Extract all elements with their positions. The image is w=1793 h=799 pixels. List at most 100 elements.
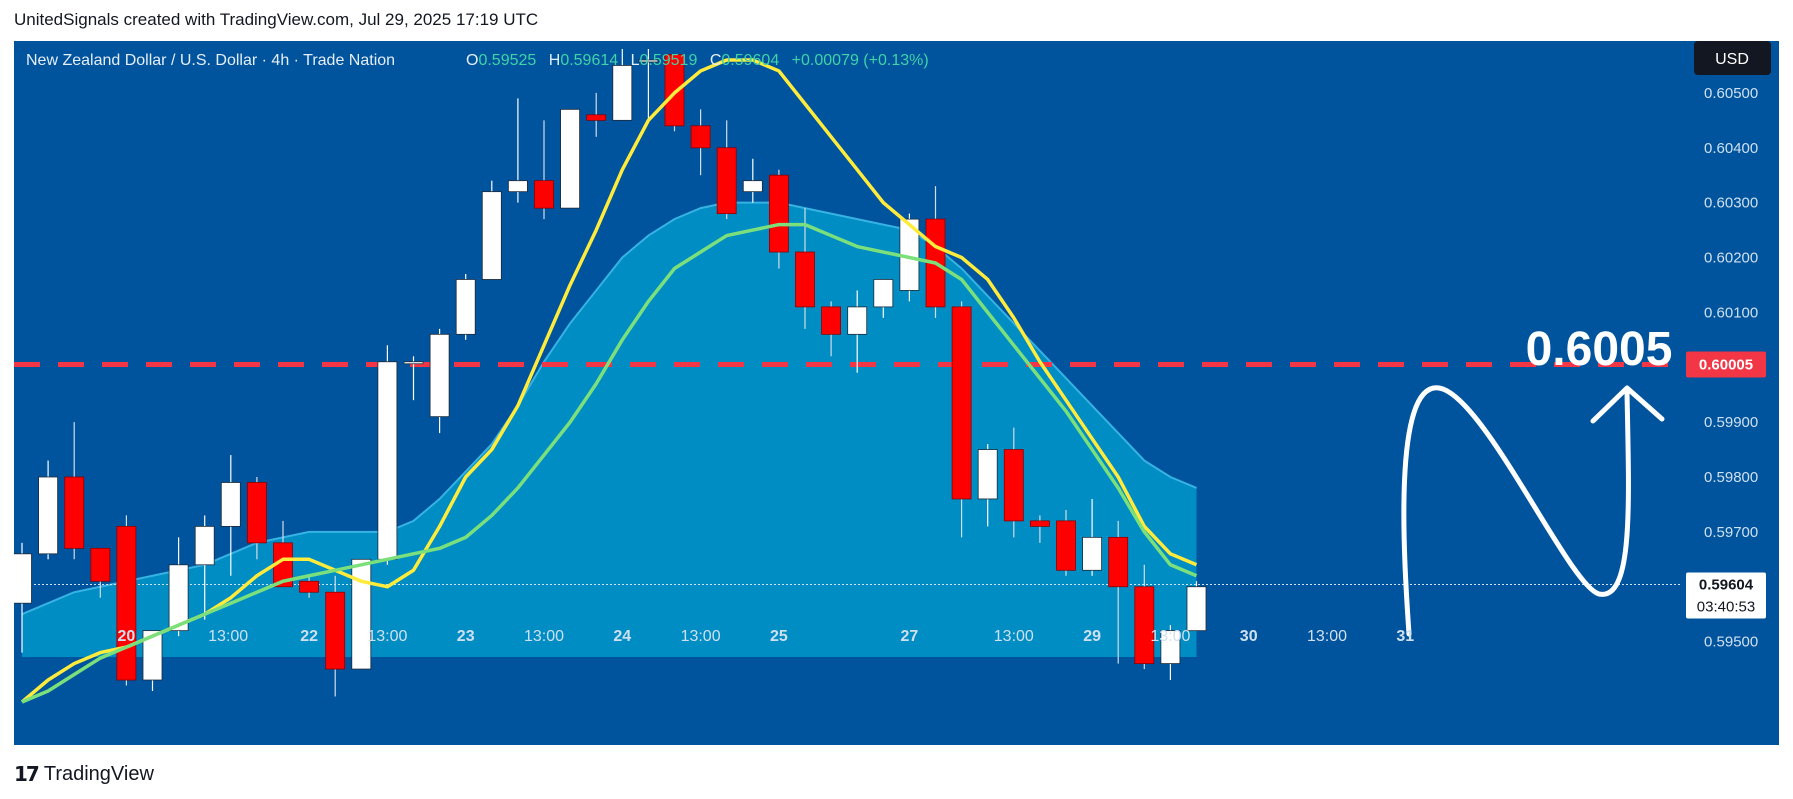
candle-30 — [795, 208, 815, 329]
last-price-label: 0.59604 — [1699, 577, 1754, 594]
time-axis[interactable]: 20 13:00 22 13:00 23 13:00 24 13:00 25 27 13:00 29 1… — [118, 628, 1415, 645]
candle-body — [325, 591, 346, 670]
currency-badge[interactable]: USD — [1694, 41, 1771, 75]
time-tick-label: 23 — [457, 628, 475, 645]
time-tick-label: 30 — [1240, 628, 1258, 645]
chart-attribution: UnitedSignals created with TradingView.c… — [14, 10, 539, 29]
candle-body — [299, 580, 320, 593]
candle-body — [1160, 630, 1181, 664]
candle-8 — [220, 455, 241, 576]
candle-body — [38, 476, 59, 555]
price-tick-label: 0.59500 — [1704, 634, 1758, 651]
candle-32 — [847, 290, 868, 373]
time-tick-label: 22 — [300, 628, 318, 645]
candle-body — [1134, 586, 1155, 664]
candle-24 — [638, 49, 659, 121]
candle-43 — [1134, 564, 1155, 670]
candle-body — [534, 180, 554, 209]
candle-body — [14, 553, 32, 604]
time-tick-label: 13:00 — [1307, 628, 1347, 645]
chart-panel[interactable]: 0.6005 New Zealand Dollar / U.S. Dollar … — [14, 41, 1779, 745]
time-tick-label: 13:00 — [524, 628, 564, 645]
moving-average-band — [22, 202, 1197, 657]
time-tick-label: 13:00 — [1150, 628, 1190, 645]
price-axis[interactable]: 0.60500 0.60400 0.60300 0.60200 0.60100 0.599… — [1704, 85, 1758, 651]
candle-37 — [977, 444, 998, 527]
candle-31 — [821, 301, 841, 357]
candle-body — [403, 361, 424, 365]
price-tick-label: 0.60300 — [1704, 195, 1758, 212]
candle-body — [377, 361, 398, 560]
candle-17 — [455, 273, 476, 340]
candle-12 — [325, 575, 346, 697]
ohlc-legend: New Zealand Dollar / U.S. Dollar · 4h · … — [26, 52, 929, 69]
candle-5 — [142, 630, 163, 691]
slow-ema-line — [21, 222, 1198, 704]
candle-body — [795, 251, 815, 308]
time-tick-label: 24 — [613, 628, 631, 645]
candle-9 — [246, 477, 267, 560]
candlestick-chart[interactable]: 0.6005 New Zealand Dollar / U.S. Dollar … — [14, 41, 1779, 745]
candle-body — [586, 114, 607, 121]
candle-body — [742, 180, 763, 193]
price-tick-label: 0.59800 — [1704, 469, 1758, 486]
candle-14 — [377, 345, 398, 565]
candle-body — [64, 476, 85, 549]
candle-40 — [1056, 509, 1076, 576]
candle-body — [429, 333, 450, 418]
price-tick-label: 0.60100 — [1704, 304, 1758, 321]
candle-body — [821, 306, 841, 335]
candle-body — [1056, 520, 1076, 571]
tradingview-brand-name: TradingView — [43, 762, 154, 785]
ohlc-values: O0.59525 H0.59614 L0.59519 C0.59604 +0.0… — [466, 52, 929, 69]
price-tick-label: 0.59900 — [1704, 414, 1758, 431]
time-tick-label: 27 — [901, 628, 919, 645]
bar-countdown: 03:40:53 — [1697, 599, 1755, 616]
candle-body — [716, 147, 737, 215]
candle-body — [194, 525, 215, 566]
candle-22 — [586, 92, 607, 137]
candle-body — [951, 306, 972, 500]
time-tick-label: 13:00 — [681, 628, 721, 645]
candle-27 — [716, 120, 737, 220]
candle-body — [1186, 586, 1207, 632]
candle-2 — [64, 422, 85, 560]
candle-body — [1108, 536, 1129, 588]
time-tick-label: 20 — [118, 628, 136, 645]
candle-18 — [481, 180, 502, 280]
candle-44 — [1160, 625, 1181, 681]
candle-16 — [429, 328, 450, 434]
candle-body — [612, 65, 633, 121]
candle-4 — [116, 515, 137, 686]
candle-11 — [299, 575, 320, 598]
candle-body — [481, 191, 502, 280]
candle-body — [1003, 449, 1024, 522]
projection-wave-arrow — [1401, 385, 1631, 637]
candle-26 — [690, 109, 711, 176]
candle-21 — [560, 108, 580, 209]
last-price-badge: 0.59604 03:40:53 — [1686, 572, 1766, 619]
candle-body — [90, 547, 111, 582]
time-tick-label: 25 — [770, 628, 788, 645]
candle-body — [560, 108, 580, 209]
price-tick-label: 0.60500 — [1704, 85, 1758, 102]
candle-7 — [194, 515, 215, 620]
fast-ema-line — [20, 58, 1198, 704]
time-tick-label: 13:00 — [994, 628, 1034, 645]
tradingview-logo[interactable]: 17 TradingView — [14, 760, 154, 788]
candle-body — [246, 482, 267, 544]
candle-13 — [351, 558, 372, 670]
candle-20 — [534, 120, 554, 220]
candle-body — [220, 482, 241, 527]
candle-23 — [612, 49, 633, 121]
candle-15 — [403, 356, 424, 401]
candle-body — [1030, 520, 1050, 527]
time-tick-label: 13:00 — [367, 628, 407, 645]
candle-body — [507, 180, 528, 193]
symbol-title: New Zealand Dollar / U.S. Dollar · 4h · … — [26, 52, 395, 69]
candle-body — [351, 558, 372, 670]
candle-body — [769, 174, 789, 253]
time-tick-label: 31 — [1396, 628, 1414, 645]
moving-average-band-edge — [21, 201, 1197, 616]
candle-3 — [90, 547, 111, 598]
